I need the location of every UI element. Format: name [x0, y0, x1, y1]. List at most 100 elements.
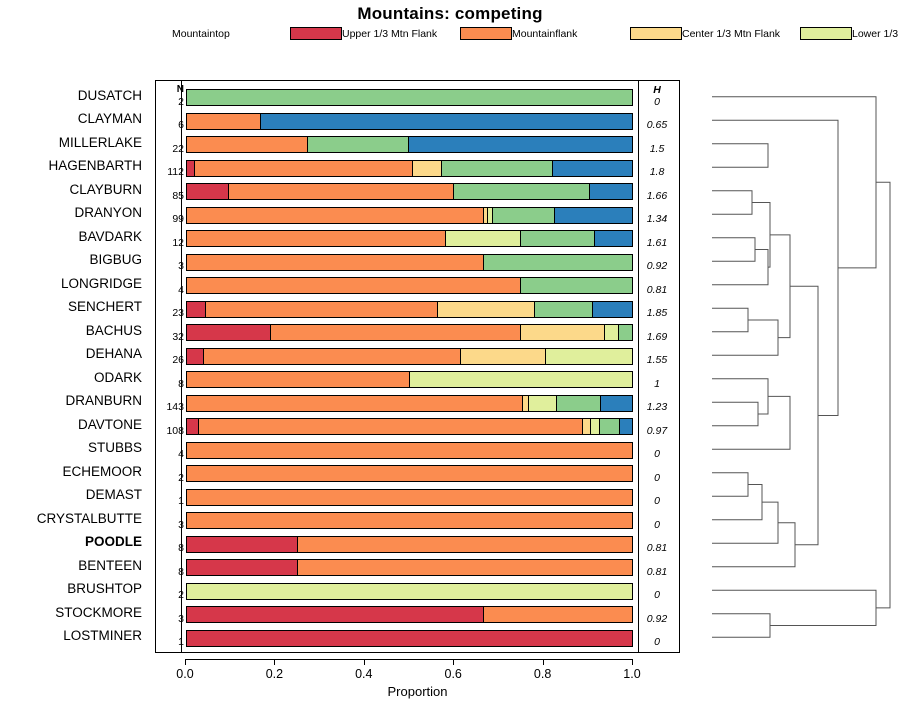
dendrogram-link — [712, 395, 791, 450]
bar-segment — [409, 137, 632, 152]
bar-segment — [187, 254, 484, 270]
row-h-value: 0.81 — [646, 283, 668, 296]
row-h-value: 0.92 — [646, 260, 668, 273]
x-axis: 0.0 0.2 0.4 0.6 0.8 1.0 — [155, 653, 680, 693]
bar-segment — [600, 395, 632, 411]
stacked-bar — [186, 559, 633, 576]
bar-segment — [483, 254, 632, 270]
bar-segment — [446, 231, 521, 246]
legend-item: Mountaintop — [172, 26, 342, 41]
chart-row: 108 0.97 — [156, 415, 679, 439]
category-label-clayman: CLAYMAN — [77, 111, 142, 127]
row-h-value: 1.55 — [646, 354, 668, 367]
chart-row: 99 1.34 — [156, 204, 679, 228]
row-n-value: 8 — [156, 566, 184, 578]
bar-segment — [187, 630, 632, 646]
category-label-bigbug: BIGBUG — [89, 252, 142, 268]
bar-segment — [187, 583, 632, 599]
legend-color-swatch — [290, 27, 342, 40]
stacked-bar — [186, 347, 633, 365]
category-label-odark: ODARK — [93, 369, 142, 385]
x-axis-tick-label: 0.2 — [265, 667, 284, 681]
page-title: Mountains: competing — [357, 4, 543, 23]
bar-segment — [298, 536, 632, 552]
dendrogram-link — [712, 249, 769, 286]
chart-row: 26 1.55 — [156, 345, 679, 369]
stacked-bar — [186, 206, 633, 224]
bar-segment — [187, 372, 410, 387]
category-label-dehana: DEHANA — [85, 346, 142, 362]
row-n-value: 143 — [166, 401, 184, 414]
stacked-bar — [186, 371, 633, 388]
bar-segment — [195, 160, 414, 176]
row-n-value: 2 — [156, 589, 184, 601]
dendrogram-link — [712, 319, 779, 356]
bar-segment — [187, 513, 632, 528]
row-n-value: 8 — [156, 542, 184, 554]
x-axis-tick-label: 0.8 — [533, 667, 552, 681]
x-axis-tick-label: 0.4 — [355, 667, 373, 681]
bar-segment — [546, 348, 632, 364]
bar-segment — [618, 325, 633, 340]
dendrogram-link — [712, 143, 769, 168]
bar-segment — [187, 325, 271, 340]
bar-segment — [552, 160, 632, 176]
category-label-stockmore: STOCKMORE — [55, 604, 142, 620]
bar-segment — [591, 419, 600, 434]
bar-segment — [599, 419, 620, 434]
category-label-crystalbutte: CRYSTALBUTTE — [36, 510, 142, 526]
n-column-divider — [181, 81, 182, 652]
category-label-dranburn: DRANBURN — [65, 393, 142, 409]
row-h-value: 1.5 — [649, 142, 665, 155]
bar-segment — [483, 207, 489, 223]
chart-row: 30 — [156, 509, 679, 533]
x-axis-tick-label: 1.0 — [623, 667, 641, 681]
bar-segment — [604, 325, 619, 340]
bar-segment — [413, 160, 442, 176]
row-n-value: 1 — [156, 636, 184, 648]
row-h-value: 0.65 — [646, 119, 668, 132]
row-n-value: 23 — [172, 307, 184, 320]
chart-row: 40 — [156, 439, 679, 463]
dendrogram — [690, 80, 895, 653]
bar-segment — [187, 395, 523, 411]
row-n-value: 99 — [172, 213, 184, 226]
chart-row: 23 1.85 — [156, 298, 679, 322]
chart-row: 80.81 — [156, 533, 679, 557]
category-label-lostminer: LOSTMINER — [63, 628, 142, 644]
chart-row: 20 — [156, 462, 679, 486]
stacked-bar — [186, 89, 633, 106]
category-label-bavdark: BAVDARK — [78, 228, 142, 244]
x-axis-title: Proportion — [387, 684, 448, 699]
bar-segment — [203, 348, 461, 364]
row-h-value: 0 — [654, 448, 660, 461]
bar-segment — [520, 231, 596, 246]
dendrogram-link — [712, 501, 779, 544]
bar-segment — [557, 395, 601, 411]
bar-segment — [522, 395, 530, 411]
stacked-bar — [186, 300, 633, 318]
chart-row: 40.81 — [156, 274, 679, 298]
stacked-bar — [186, 324, 633, 341]
chart-row: 12 1.61 — [156, 227, 679, 251]
category-label-benteen: BENTEEN — [78, 557, 142, 573]
bar-segment — [592, 301, 632, 317]
row-n-value: 2 — [156, 472, 184, 484]
row-n-value: 3 — [156, 613, 184, 625]
stacked-bar — [186, 112, 633, 130]
x-axis-line — [185, 659, 632, 660]
legend-item: Center 1/3 Mtn Flank — [682, 26, 852, 41]
bar-segment — [529, 395, 558, 411]
x-axis-tick — [363, 659, 365, 665]
bar-segment — [187, 231, 447, 246]
stacked-bar — [186, 441, 633, 459]
stacked-bar — [186, 394, 633, 412]
x-axis-tick-label: 0.6 — [444, 667, 462, 681]
bar-segment — [187, 160, 195, 176]
chart-row: 80.81 — [156, 556, 679, 580]
category-label-poodle: POODLE — [84, 534, 142, 550]
row-h-value: 0 — [654, 589, 660, 602]
legend-item-label: Center 1/3 Mtn Flank — [682, 27, 781, 40]
bar-segment — [555, 207, 632, 223]
